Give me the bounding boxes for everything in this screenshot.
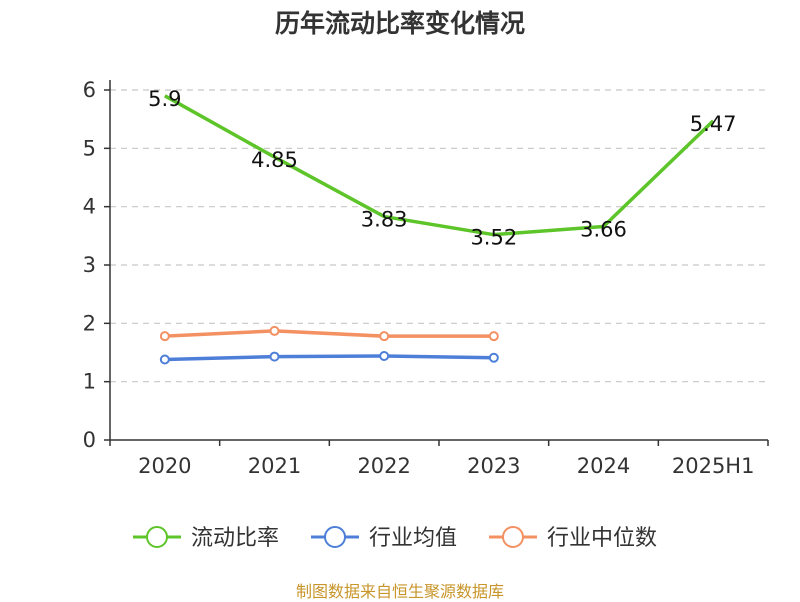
series-line-1 [164,354,494,362]
axes: 0 1 2 3 4 5 6 2020 2021 2022 2023 2024 2025H1 [83,78,769,478]
y-tick-label: 0 [83,428,96,452]
data-label: 3.52 [470,226,517,250]
data-point [159,331,170,342]
x-tick-label: 2023 [467,454,520,478]
y-tick-label: 1 [83,370,96,394]
legend-marker [324,526,346,548]
x-tick-label: 2024 [577,454,630,478]
legend-label: 流动比率 [191,526,279,551]
x-tick-label: 2022 [357,454,410,478]
series-lines [159,94,715,365]
data-point [379,331,390,342]
data-label: 5.9 [148,87,181,111]
legend-label: 行业均值 [369,526,457,551]
series-line-2 [164,329,494,338]
data-label: 3.66 [580,218,627,242]
x-tick-label: 2025H1 [672,454,755,478]
data-label: 4.85 [251,148,298,172]
data-label: 5.47 [690,112,737,136]
legend-marker [502,526,524,548]
data-point [488,331,499,342]
data-point [269,325,280,336]
y-tick-label: 6 [83,78,96,102]
legend: 流动比率 行业均值 行业中位数 [133,526,657,551]
data-label: 3.83 [361,208,408,232]
y-tick-label: 2 [83,311,96,335]
data-point [269,351,280,362]
y-tick-label: 3 [83,253,96,277]
chart-title: 历年流动比率变化情况 [274,9,525,38]
legend-label: 行业中位数 [547,526,657,551]
data-labels: 5.9 4.85 3.83 3.52 3.66 5.47 [148,87,736,250]
data-point [379,351,390,361]
y-tick-label: 4 [83,195,96,219]
x-tick-label: 2020 [138,454,191,478]
x-tick-label: 2021 [248,454,301,478]
legend-marker [146,526,168,548]
y-tick-label: 5 [83,136,96,160]
series-line-0 [163,94,715,237]
source-footer: 制图数据来自恒生聚源数据库 [295,582,504,601]
data-point [159,354,170,365]
data-point [488,352,499,363]
